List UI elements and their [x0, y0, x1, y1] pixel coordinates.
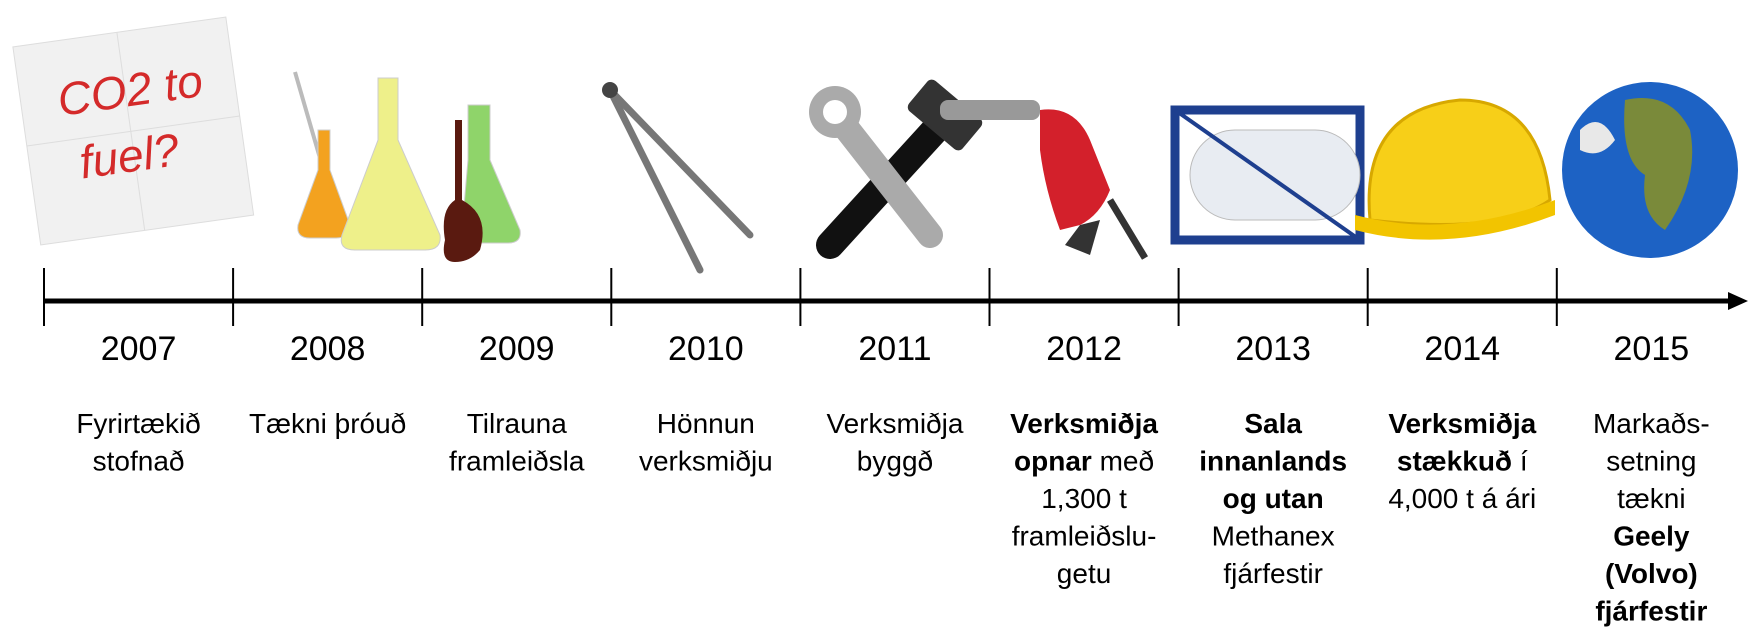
year: 2013	[1235, 330, 1311, 368]
description-line: byggð	[857, 446, 933, 477]
page: {"napkin": {"lines": ["CO2 to", "fuel?"]…	[0, 0, 1748, 630]
description-run: Verksmiðja	[1010, 408, 1158, 439]
description-run: í	[1512, 446, 1528, 477]
description-run: opnar	[1014, 446, 1092, 477]
description-run: fjárfestir	[1595, 596, 1707, 627]
description-run: fjárfestir	[1223, 558, 1323, 589]
description-run: framleiðslu-	[1012, 521, 1157, 552]
description-run: 4,000 t á ári	[1388, 483, 1536, 514]
description-run: Methanex	[1212, 521, 1335, 552]
description-line: (Volvo)	[1605, 558, 1698, 589]
napkin-icon: CO2 to fuel?	[13, 17, 254, 245]
year: 2012	[1046, 330, 1122, 368]
description-run: og utan	[1223, 483, 1324, 514]
description-line: tækni	[1617, 483, 1685, 514]
description-line: stofnað	[93, 446, 185, 477]
description-line: verksmiðju	[639, 446, 773, 477]
description-run: getu	[1057, 558, 1112, 589]
description-line: Methanex	[1212, 521, 1335, 552]
description-run: innanlands	[1199, 446, 1347, 477]
description-line: Hönnun	[657, 408, 755, 439]
description-run: Fyrirtækið	[76, 408, 200, 439]
description-line: Sala	[1244, 408, 1302, 439]
description-run: verksmiðju	[639, 446, 773, 477]
description-run: setning	[1606, 446, 1696, 477]
description-run: með	[1092, 446, 1154, 477]
description-line: stækkuð í	[1397, 446, 1528, 477]
description-line: opnar með	[1014, 446, 1154, 477]
description-line: Verksmiðja	[826, 408, 963, 439]
year: 2010	[668, 330, 744, 368]
description-run: Geely	[1613, 521, 1690, 552]
year: 2015	[1614, 330, 1690, 368]
description-line: Verksmiðja	[1388, 408, 1536, 439]
year: 2008	[290, 330, 366, 368]
description-line: fjárfestir	[1223, 558, 1323, 589]
year: 2009	[479, 330, 555, 368]
description-line: Markaðs-	[1593, 408, 1710, 439]
description-line: getu	[1057, 558, 1112, 589]
description-run: tækni	[1617, 483, 1685, 514]
year: 2007	[101, 330, 177, 368]
description-line: Geely	[1613, 521, 1690, 552]
year: 2014	[1424, 330, 1500, 368]
description-run: Markaðs-	[1593, 408, 1710, 439]
helmet-icon	[1355, 100, 1555, 240]
tank-container-icon	[1175, 110, 1360, 240]
description-line: Tækni þróuð	[249, 408, 406, 439]
description-run: Tilrauna	[467, 408, 568, 439]
timeline: CO2 to fuel?	[0, 0, 1748, 630]
description-line: framleiðslu-	[1012, 521, 1157, 552]
description-line: Fyrirtækið	[76, 408, 200, 439]
description-run: Hönnun	[657, 408, 755, 439]
description-run: (Volvo)	[1605, 558, 1698, 589]
description-run: stofnað	[93, 446, 185, 477]
description-run: 1,300 t	[1041, 483, 1127, 514]
description-line: innanlands	[1199, 446, 1347, 477]
axis	[44, 292, 1748, 310]
events: 2007 Fyrirtækið stofnað 2008 Tækni þróuð 2009…	[44, 268, 1710, 627]
description-run: stækkuð	[1397, 446, 1512, 477]
description-run: Verksmiðja	[1388, 408, 1536, 439]
year: 2011	[858, 330, 931, 368]
description-line: setning	[1606, 446, 1696, 477]
description-line: og utan	[1223, 483, 1324, 514]
flasks-icon	[295, 72, 520, 262]
compass-icon	[602, 82, 750, 270]
description-line: Tilrauna	[467, 408, 568, 439]
description-line: 4,000 t á ári	[1388, 483, 1536, 514]
description-run: Verksmiðja	[826, 408, 963, 439]
description-line: fjárfestir	[1595, 596, 1707, 627]
globe-icon	[1562, 82, 1738, 258]
description-run: byggð	[857, 446, 933, 477]
description-line: Verksmiðja	[1010, 408, 1158, 439]
description-run: Sala	[1244, 408, 1302, 439]
description-line: 1,300 t	[1041, 483, 1127, 514]
description-run: Tækni þróuð	[249, 408, 406, 439]
description-line: framleiðsla	[449, 446, 585, 477]
description-run: framleiðsla	[449, 446, 585, 477]
